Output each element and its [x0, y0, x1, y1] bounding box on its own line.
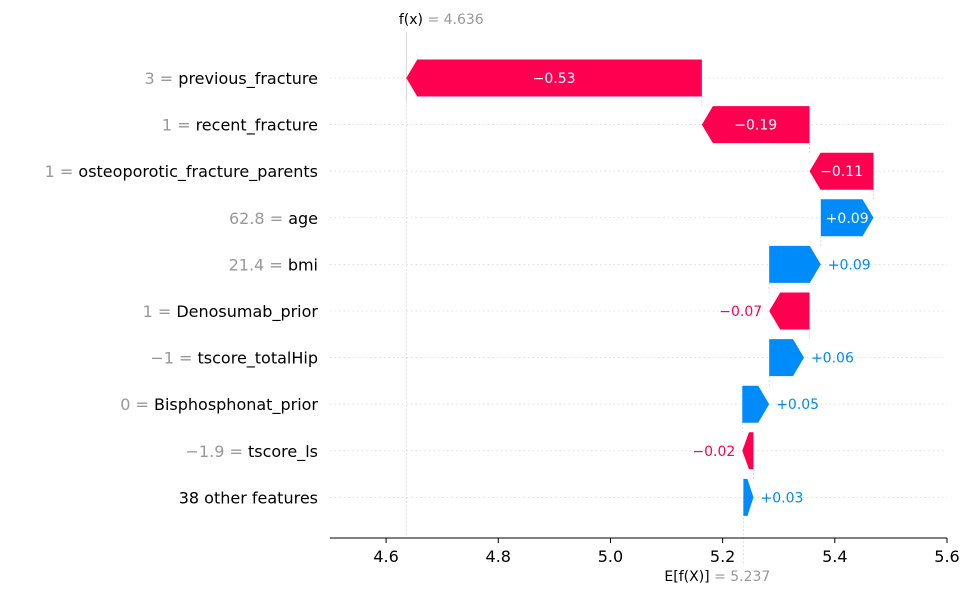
bars [406, 59, 874, 516]
feature-label: 3 = previous_fracture [145, 69, 318, 89]
bar-positive [742, 385, 770, 423]
feature-labels: −0.53 3 = previous_fracture −0.19 1 = recen… [45, 69, 871, 507]
feature-value: 0 = [120, 395, 154, 414]
bar-value-label: −0.02 [692, 444, 735, 460]
x-tick-label: 5.6 [934, 547, 959, 566]
expected-value-symbol: E[f(X)] [664, 569, 714, 585]
fx-annotation: f(x) = 4.636 [399, 12, 484, 28]
feature-value: 1 = [45, 162, 79, 181]
feature-label: 1 = osteoporotic_fracture_parents [45, 162, 318, 182]
bar-negative [701, 106, 810, 144]
feature-label: 21.4 = bmi [229, 255, 318, 274]
bar-positive [820, 199, 874, 237]
reference-lines [405, 32, 874, 566]
bar-positive [769, 339, 804, 377]
feature-name: tscore_totalHip [198, 349, 318, 369]
bar-value-label: −0.19 [734, 118, 777, 134]
feature-label: 1 = Denosumab_prior [143, 302, 319, 322]
feature-name: previous_fracture [178, 69, 318, 89]
feature-value: −1.9 = [186, 442, 248, 461]
feature-value: 1 = [143, 302, 177, 321]
feature-value: 21.4 = [229, 255, 288, 274]
bar-negative [809, 152, 874, 190]
gridlines [330, 77, 947, 498]
x-tick-label: 5.2 [710, 547, 735, 566]
feature-label: −1 = tscore_totalHip [150, 349, 318, 369]
feature-name: 38 other features [179, 488, 318, 507]
bar-value-label: −0.53 [533, 71, 576, 87]
feature-label: 0 = Bisphosphonat_prior [120, 395, 318, 415]
bar-value-label: +0.09 [826, 211, 869, 227]
feature-name: Denosumab_prior [176, 302, 318, 322]
feature-value: 62.8 = [229, 209, 288, 228]
bar-negative [769, 292, 810, 330]
expected-value-number: = 5.237 [714, 569, 770, 585]
bar-positive [769, 245, 821, 283]
x-tick-label: 5.0 [598, 547, 623, 566]
feature-value: 1 = [162, 116, 196, 135]
x-tick-label: 4.8 [486, 547, 511, 566]
feature-name: tscore_ls [248, 442, 318, 462]
feature-name: age [288, 209, 318, 228]
fx-number: = 4.636 [427, 12, 483, 28]
x-axis: 4.6 4.8 5.0 5.2 5.4 5.6 E[f(X)] = 5.237 [330, 537, 960, 585]
bar-value-label: +0.05 [776, 397, 819, 413]
feature-name: recent_fracture [196, 116, 318, 136]
bar-value-label: −0.11 [820, 164, 863, 180]
feature-label: 1 = recent_fracture [162, 116, 318, 136]
bar-value-label: −0.07 [719, 304, 762, 320]
bar-negative [406, 59, 702, 97]
bar-value-label: +0.06 [811, 351, 854, 367]
feature-value: 3 = [145, 69, 179, 88]
bar-positive [743, 478, 754, 516]
feature-label: 38 other features [179, 488, 318, 507]
bar-value-label: +0.09 [828, 257, 871, 273]
feature-name: bmi [288, 255, 318, 274]
x-tick-label: 4.6 [373, 547, 398, 566]
expected-value-label: E[f(X)] = 5.237 [664, 569, 770, 585]
feature-label: 62.8 = age [229, 209, 318, 228]
feature-name: osteoporotic_fracture_parents [78, 162, 318, 182]
x-tick-label: 5.4 [822, 547, 847, 566]
feature-value: −1 = [150, 349, 197, 368]
feature-label: −1.9 = tscore_ls [186, 442, 318, 462]
feature-name: Bisphosphonat_prior [154, 395, 318, 415]
fx-symbol: f(x) [399, 12, 428, 28]
bar-value-label: +0.03 [760, 490, 803, 506]
fx-value-label: f(x) = 4.636 [399, 12, 484, 28]
bar-negative [742, 432, 754, 470]
